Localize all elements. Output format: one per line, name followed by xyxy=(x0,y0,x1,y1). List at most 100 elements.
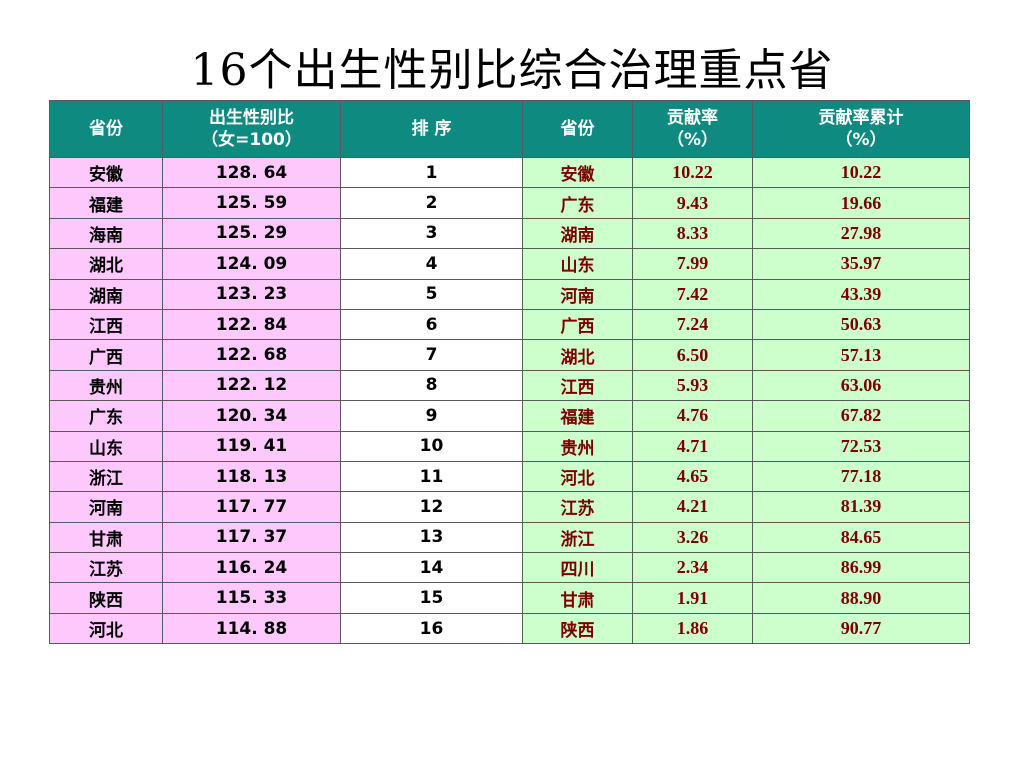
table-row: 江苏 116. 24 14 四川 2.34 86.99 xyxy=(49,552,970,584)
table-row: 海南 125. 29 3 湖南 8.33 27.98 xyxy=(49,217,970,250)
cell-province: 广西 xyxy=(49,339,163,371)
cell-province: 贵州 xyxy=(49,369,163,402)
cell-cumulative: 77.18 xyxy=(752,460,970,493)
header-sex-ratio: 出生性别比 （女=100） xyxy=(162,100,341,158)
table-row: 广东 120. 34 9 福建 4.76 67.82 xyxy=(49,400,970,432)
cell-cumulative: 86.99 xyxy=(752,552,970,584)
table-row: 河北 114. 88 16 陕西 1.86 90.77 xyxy=(49,612,970,645)
cell-province: 河南 xyxy=(49,491,163,523)
table-row: 河南 117. 77 12 江苏 4.21 81.39 xyxy=(49,491,970,523)
cell-rank: 16 xyxy=(340,612,523,645)
cell-rank: 3 xyxy=(340,217,523,250)
table-row: 山东 119. 41 10 贵州 4.71 72.53 xyxy=(49,430,970,462)
cell-contribution: 8.33 xyxy=(632,217,753,250)
cell-contribution: 7.24 xyxy=(632,308,753,341)
cell-cumulative: 72.53 xyxy=(752,430,970,462)
cell-contribution: 4.21 xyxy=(632,491,753,523)
cell-province-2: 山东 xyxy=(522,248,633,280)
cell-rank: 12 xyxy=(340,491,523,523)
cell-province-2: 四川 xyxy=(522,552,633,584)
cell-contribution: 1.86 xyxy=(632,612,753,645)
cell-sex-ratio: 124. 09 xyxy=(162,248,341,280)
cell-rank: 14 xyxy=(340,552,523,584)
cell-province-2: 河北 xyxy=(522,460,633,493)
cell-rank: 11 xyxy=(340,460,523,493)
table-row: 江西 122. 84 6 广西 7.24 50.63 xyxy=(49,308,970,341)
header-contribution-line1: 贡献率 xyxy=(667,108,718,128)
cell-sex-ratio: 115. 33 xyxy=(162,582,341,614)
header-sex-ratio-line2: （女=100） xyxy=(201,130,302,150)
cell-cumulative: 50.63 xyxy=(752,308,970,341)
cell-province: 甘肃 xyxy=(49,521,163,554)
header-province-label: 省份 xyxy=(89,119,123,139)
cell-province-2: 河南 xyxy=(522,278,633,310)
cell-sex-ratio: 117. 77 xyxy=(162,491,341,523)
cell-province-2: 福建 xyxy=(522,400,633,432)
cell-cumulative: 35.97 xyxy=(752,248,970,280)
header-contribution: 贡献率 （%） xyxy=(632,100,753,158)
cell-province-2: 广东 xyxy=(522,187,633,219)
cell-rank: 4 xyxy=(340,248,523,280)
cell-province-2: 贵州 xyxy=(522,430,633,462)
cell-rank: 9 xyxy=(340,400,523,432)
cell-sex-ratio: 114. 88 xyxy=(162,612,341,645)
header-cumulative-line2: （%） xyxy=(835,130,887,150)
cell-cumulative: 67.82 xyxy=(752,400,970,432)
cell-cumulative: 90.77 xyxy=(752,612,970,645)
cell-province: 安徽 xyxy=(49,156,163,189)
header-sex-ratio-line1: 出生性别比 xyxy=(209,108,294,128)
cell-province-2: 陕西 xyxy=(522,612,633,645)
cell-sex-ratio: 125. 59 xyxy=(162,187,341,219)
cell-province: 陕西 xyxy=(49,582,163,614)
table-row: 安徽 128. 64 1 安徽 10.22 10.22 xyxy=(49,156,970,189)
header-rank-label: 排 序 xyxy=(411,119,452,139)
table-body: 安徽 128. 64 1 安徽 10.22 10.22 福建 125. 59 2 广东 9.43 19… xyxy=(49,156,970,645)
cell-rank: 6 xyxy=(340,308,523,341)
header-province: 省份 xyxy=(49,100,163,158)
cell-rank: 2 xyxy=(340,187,523,219)
cell-cumulative: 84.65 xyxy=(752,521,970,554)
table-row: 湖北 124. 09 4 山东 7.99 35.97 xyxy=(49,248,970,280)
cell-contribution: 7.42 xyxy=(632,278,753,310)
cell-province-2: 湖南 xyxy=(522,217,633,250)
cell-sex-ratio: 118. 13 xyxy=(162,460,341,493)
cell-contribution: 5.93 xyxy=(632,369,753,402)
cell-sex-ratio: 122. 12 xyxy=(162,369,341,402)
cell-sex-ratio: 120. 34 xyxy=(162,400,341,432)
cell-rank: 8 xyxy=(340,369,523,402)
cell-rank: 15 xyxy=(340,582,523,614)
cell-province-2: 广西 xyxy=(522,308,633,341)
table-row: 陕西 115. 33 15 甘肃 1.91 88.90 xyxy=(49,582,970,614)
cell-contribution: 3.26 xyxy=(632,521,753,554)
cell-contribution: 1.91 xyxy=(632,582,753,614)
cell-cumulative: 57.13 xyxy=(752,339,970,371)
cell-province-2: 甘肃 xyxy=(522,582,633,614)
header-cumulative: 贡献率累计 （%） xyxy=(752,100,970,158)
page-title: 16个出生性别比综合治理重点省 xyxy=(190,45,834,96)
header-row: 省份 出生性别比 （女=100） 排 序 省份 贡献率 （%） 贡献率累计 （%… xyxy=(49,100,970,158)
table-row: 浙江 118. 13 11 河北 4.65 77.18 xyxy=(49,460,970,493)
cell-sex-ratio: 117. 37 xyxy=(162,521,341,554)
cell-sex-ratio: 122. 68 xyxy=(162,339,341,371)
cell-contribution: 10.22 xyxy=(632,156,753,189)
cell-contribution: 2.34 xyxy=(632,552,753,584)
cell-rank: 13 xyxy=(340,521,523,554)
cell-sex-ratio: 123. 23 xyxy=(162,278,341,310)
cell-cumulative: 81.39 xyxy=(752,491,970,523)
cell-cumulative: 19.66 xyxy=(752,187,970,219)
cell-province: 福建 xyxy=(49,187,163,219)
header-cumulative-line1: 贡献率累计 xyxy=(818,108,904,128)
cell-contribution: 6.50 xyxy=(632,339,753,371)
cell-province: 海南 xyxy=(49,217,163,250)
table-row: 福建 125. 59 2 广东 9.43 19.66 xyxy=(49,187,970,219)
cell-province-2: 浙江 xyxy=(522,521,633,554)
table-row: 贵州 122. 12 8 江西 5.93 63.06 xyxy=(49,369,970,402)
cell-cumulative: 63.06 xyxy=(752,369,970,402)
cell-province: 山东 xyxy=(49,430,163,462)
cell-province-2: 湖北 xyxy=(522,339,633,371)
cell-cumulative: 88.90 xyxy=(752,582,970,614)
cell-province: 江苏 xyxy=(49,552,163,584)
cell-contribution: 4.65 xyxy=(632,460,753,493)
cell-cumulative: 43.39 xyxy=(752,278,970,310)
table-row: 广西 122. 68 7 湖北 6.50 57.13 xyxy=(49,339,970,371)
